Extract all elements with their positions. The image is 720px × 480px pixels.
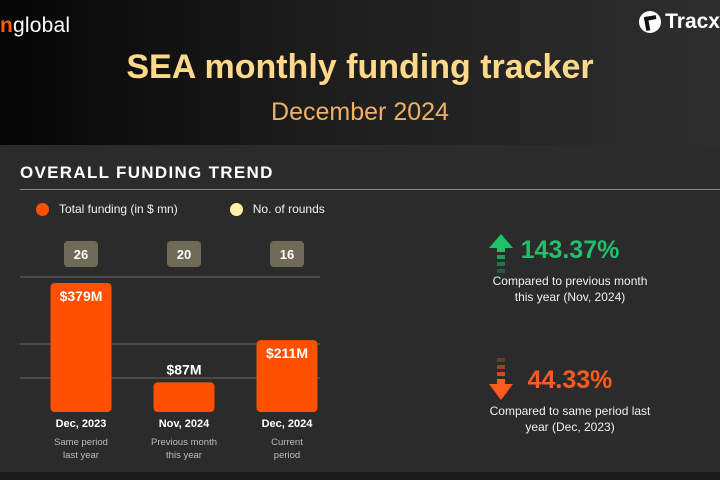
category-note-1-0: Previous month [151,437,217,448]
rounds-box-1 [167,241,201,267]
stat-yoy-description: Compared to same period last year (Dec, … [470,403,670,435]
brand-name: global [13,14,71,37]
stat-yoy-desc-line1: Compared to same period last [489,404,651,418]
category-note-1-1: this year [166,450,202,461]
section-divider [20,189,720,190]
stat-mom: 143.37% Compared to previous month this … [470,236,670,305]
category-note-2-1: period [274,450,300,461]
page-title: SEA monthly funding tracker [126,48,594,86]
rounds-value-2: 16 [280,247,294,262]
bar-0 [50,283,112,412]
stat-yoy: 44.33% Compared to same period last year… [470,366,670,435]
stat-yoy-value: 44.33% [527,366,613,394]
stat-mom-desc-line1: Compared to previous month [492,274,648,288]
brand-name-right: Tracx [665,10,720,33]
category-note-0-1: last year [63,450,99,461]
legend-label-funding: Total funding (in $ mn) [59,202,178,216]
bottom-strip [0,472,720,480]
brand-logo-left: nglobal [0,14,70,38]
category-label-1: Nov, 2024 [159,418,210,430]
category-note-2-0: Current [271,437,303,448]
tracxn-logo-icon [639,11,662,33]
bar-value-label-0: $379M [60,288,103,304]
header-banner: nglobal Tracx SEA monthly funding tracke… [0,0,720,145]
category-label-2: Dec, 2024 [262,418,314,430]
category-label-0: Dec, 2023 [56,418,107,430]
arrow-down-icon [489,358,513,400]
legend-swatch-funding [36,202,49,216]
bar-1 [153,382,215,412]
chart-legend: Total funding (in $ mn) No. of rounds [36,202,377,216]
category-note-0-0: Same period [54,437,108,448]
stat-yoy-desc-line2: year (Dec, 2023) [525,420,615,434]
brand-logo-right: Tracx [639,10,720,34]
page-subtitle: December 2024 [271,98,449,126]
stat-mom-value: 143.37% [520,236,620,264]
funding-bar-chart: $379M 26 Dec, 2023 Same period last year $87M… [20,241,320,461]
rounds-value-0: 26 [74,247,88,262]
rounds-box-0 [64,241,98,267]
stat-mom-desc-line2: this year (Nov, 2024) [514,290,626,304]
legend-label-rounds: No. of rounds [252,202,325,216]
bar-value-label-2: $211M [266,345,308,361]
section-title: OVERALL FUNDING TREND [20,163,274,182]
legend-item-funding: Total funding (in $ mn) [36,202,178,216]
brand-accent: n [0,14,14,37]
rounds-value-1: 20 [177,247,191,262]
legend-swatch-rounds [229,202,243,216]
arrow-up-icon [489,234,513,273]
bar-2 [256,340,318,412]
stat-mom-description: Compared to previous month this year (No… [470,273,670,305]
bar-value-label-1: $87M [166,361,201,377]
legend-item-rounds: No. of rounds [229,202,325,216]
rounds-box-2 [270,241,304,267]
